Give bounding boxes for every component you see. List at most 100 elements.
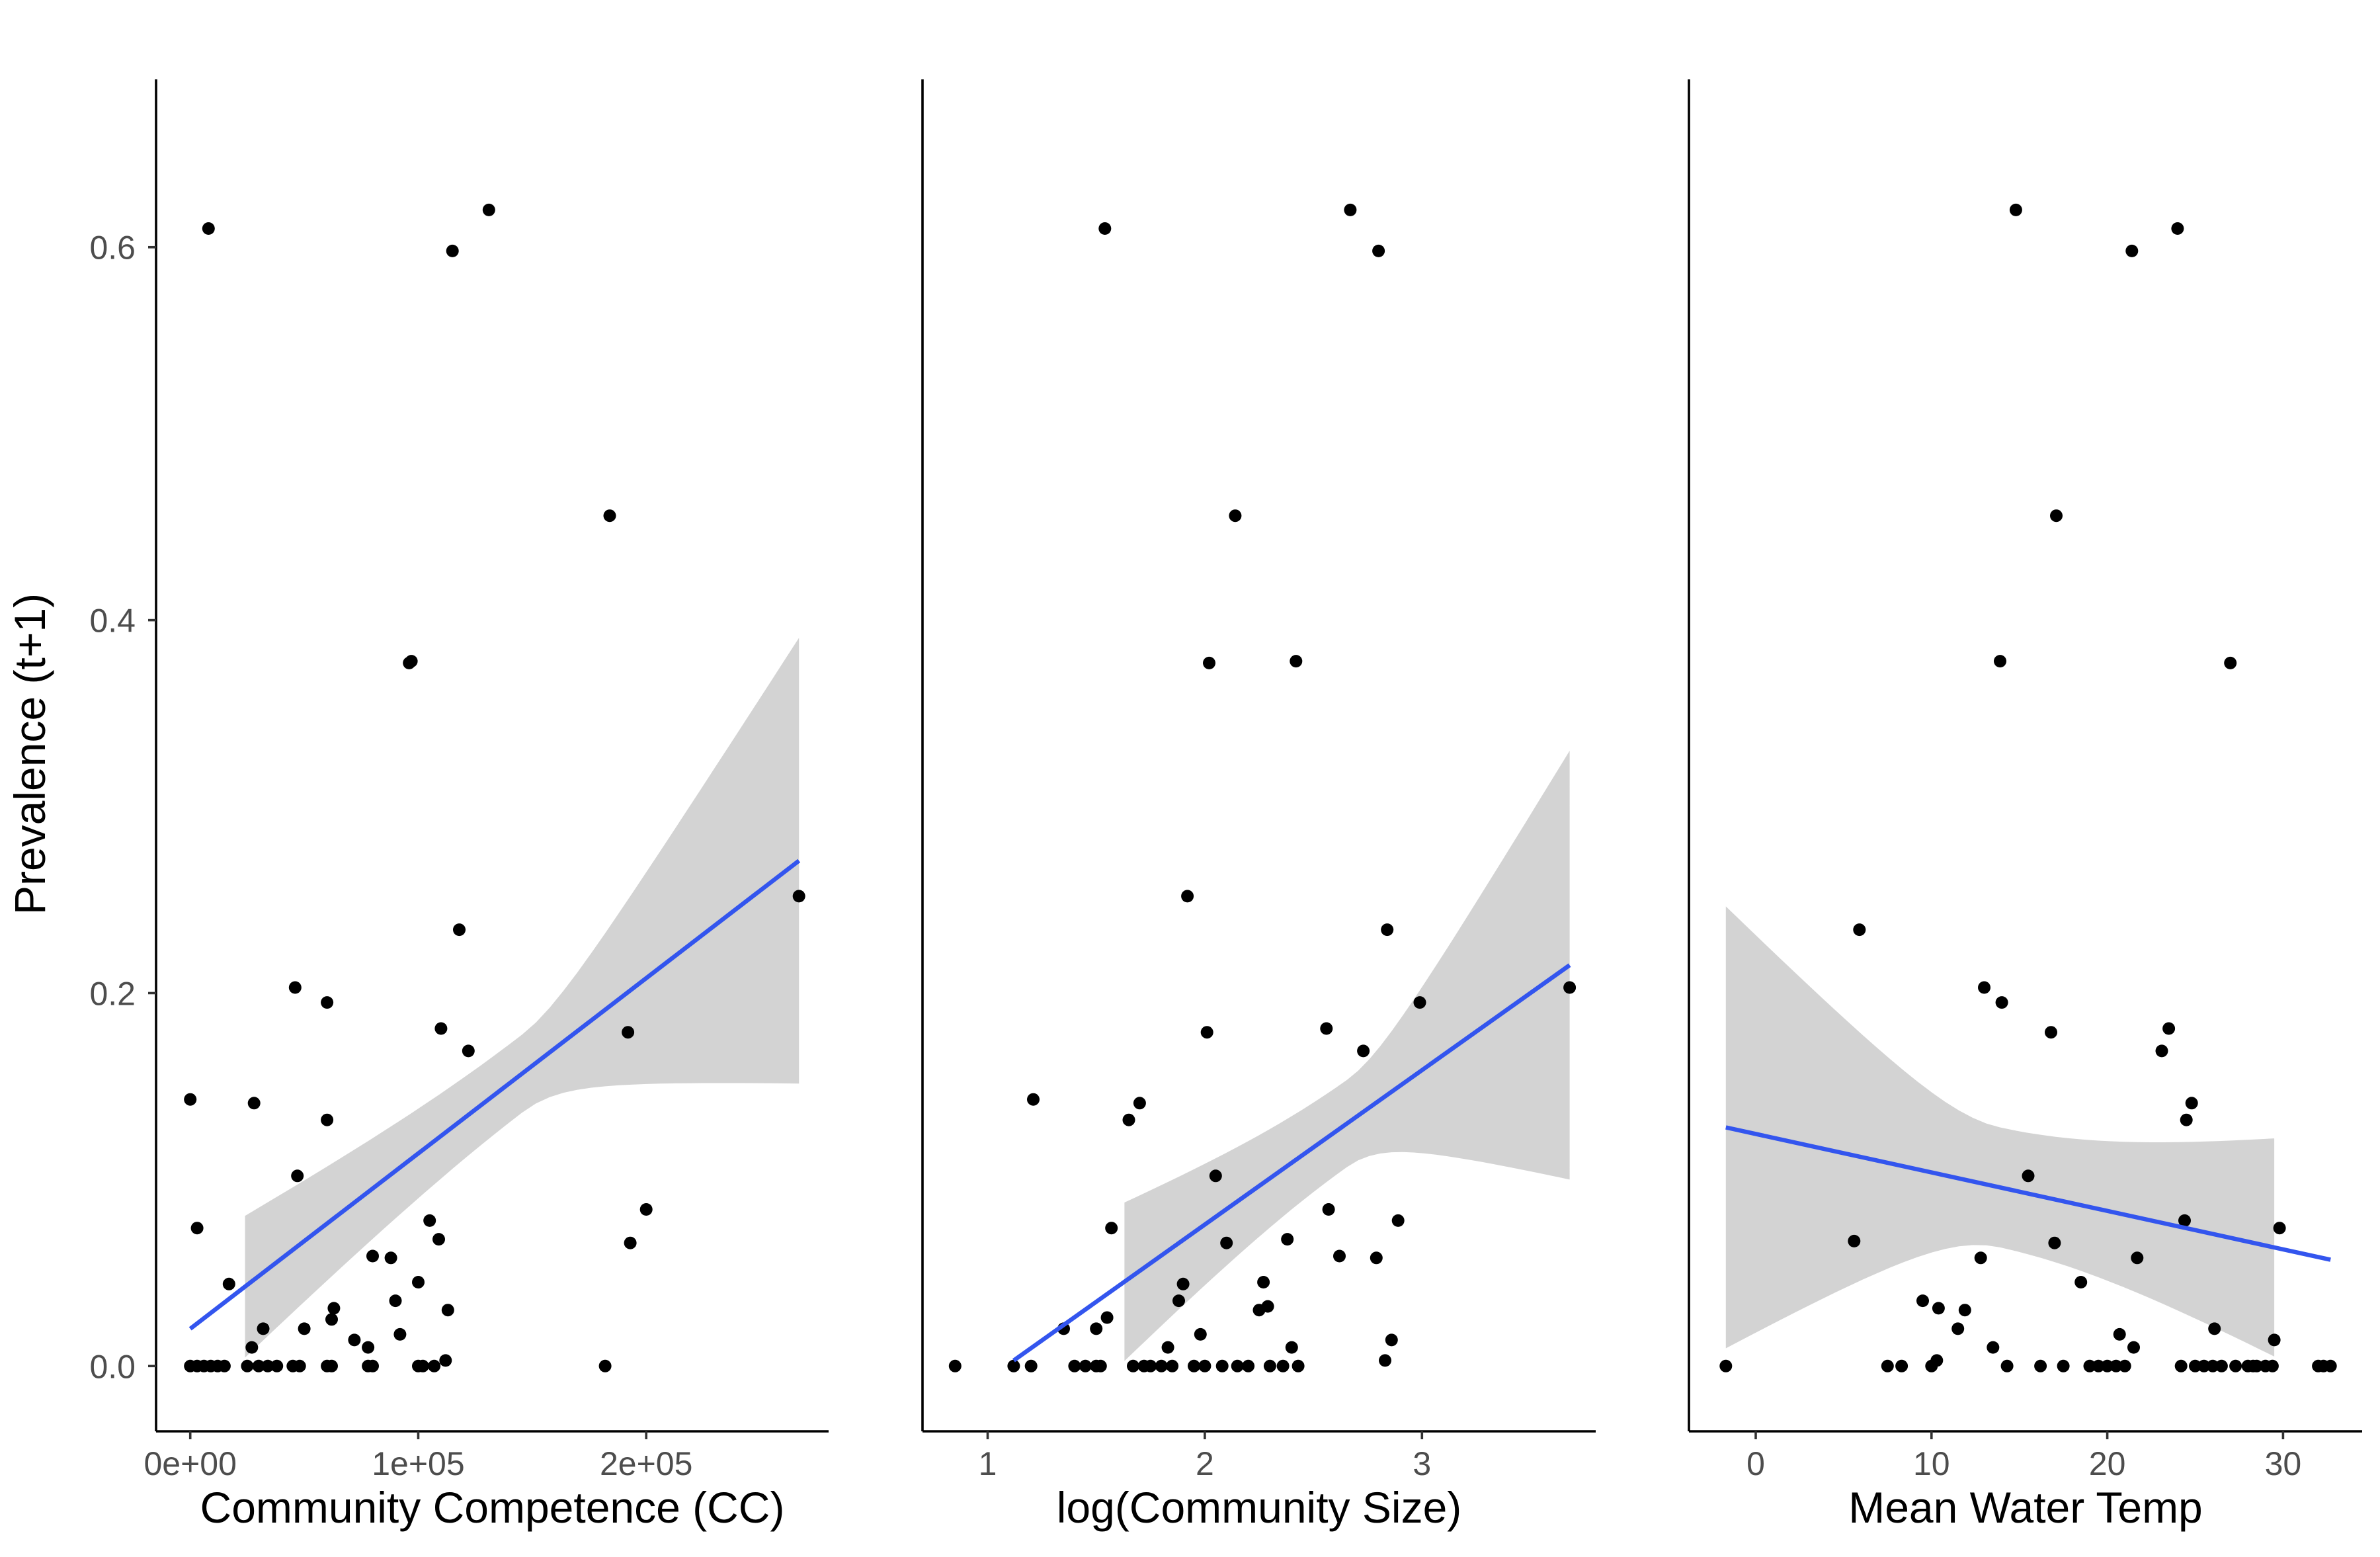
data-point: [1292, 1359, 1305, 1372]
data-point: [1978, 981, 1990, 994]
data-point: [2215, 1359, 2228, 1372]
data-point: [624, 1236, 637, 1249]
data-point: [1188, 1359, 1200, 1372]
data-point: [441, 1304, 454, 1317]
data-point: [1895, 1359, 1908, 1372]
x-tick-label: 0: [1746, 1445, 1765, 1482]
data-point: [2155, 1044, 2168, 1058]
data-point: [1413, 996, 1426, 1009]
data-point: [428, 1359, 441, 1372]
data-point: [1719, 1359, 1733, 1372]
data-point: [2324, 1359, 2337, 1372]
data-point: [1181, 890, 1194, 903]
panel-mean-water-temp: 0 10 20 30 Mean Water Temp: [1688, 79, 2362, 1532]
data-point: [432, 1233, 445, 1246]
data-point: [1285, 1341, 1298, 1354]
x-tick-label: 10: [1913, 1445, 1950, 1482]
data-point: [405, 655, 418, 668]
data-point: [2009, 203, 2022, 216]
data-point: [439, 1354, 452, 1367]
data-point: [2206, 1359, 2219, 1372]
x-axis-title: Mean Water Temp: [1848, 1483, 2203, 1532]
data-point: [1094, 1359, 1107, 1372]
data-point: [2224, 656, 2237, 669]
data-point: [2118, 1359, 2131, 1372]
data-point: [293, 1359, 306, 1372]
data-point: [270, 1359, 284, 1372]
data-point: [1881, 1359, 1894, 1372]
y-axis-title: Prevalence (t+1): [5, 593, 54, 915]
data-point: [2083, 1359, 2096, 1372]
data-point: [2208, 1322, 2221, 1335]
data-point: [1372, 244, 1385, 257]
data-point: [321, 996, 334, 1009]
data-point: [2000, 1359, 2014, 1372]
data-point: [2125, 244, 2139, 257]
data-point: [2045, 1026, 2057, 1039]
x-axis-title: Community Competence (CC): [200, 1483, 785, 1532]
data-point: [327, 1302, 341, 1315]
data-point: [639, 1203, 653, 1216]
data-point: [453, 923, 466, 937]
data-point: [241, 1359, 254, 1372]
data-point: [184, 1093, 197, 1106]
x-tick-label: 1e+05: [372, 1445, 464, 1482]
data-point: [2092, 1359, 2105, 1372]
data-point: [2127, 1341, 2140, 1354]
data-point: [1229, 509, 1242, 523]
data-point: [389, 1294, 402, 1308]
data-point: [1932, 1302, 1945, 1315]
data-point: [202, 222, 215, 235]
data-point: [222, 1277, 235, 1290]
data-point: [1290, 655, 1303, 668]
data-point: [291, 1169, 304, 1183]
data-point: [2162, 1022, 2176, 1035]
data-point: [1220, 1236, 1233, 1249]
data-point: [1198, 1359, 1211, 1372]
data-point: [1853, 923, 1866, 937]
data-point: [298, 1322, 311, 1335]
data-point: [1215, 1359, 1229, 1372]
y-tick-label: 0.2: [89, 975, 136, 1012]
data-point: [1231, 1359, 1244, 1372]
data-point: [1155, 1359, 1168, 1372]
data-point: [1176, 1277, 1190, 1290]
data-point: [1209, 1169, 1222, 1183]
data-point: [1987, 1341, 2000, 1354]
data-point: [1357, 1044, 1370, 1058]
data-point: [348, 1333, 361, 1347]
data-point: [1068, 1359, 1081, 1372]
data-point: [1144, 1359, 1157, 1372]
data-point: [2171, 222, 2184, 235]
x-tick-label: 30: [2265, 1445, 2302, 1482]
regression-line: [1012, 963, 1571, 1363]
data-point: [252, 1359, 265, 1372]
data-point: [1257, 1276, 1270, 1288]
data-point: [1127, 1359, 1139, 1372]
data-point: [2189, 1359, 2201, 1372]
y-tick-label: 0.4: [89, 603, 136, 640]
x-tick-label: 2e+05: [600, 1445, 692, 1482]
y-tick-labels: 0.0 0.2 0.4 0.6: [89, 230, 136, 1386]
y-tick-label: 0.0: [89, 1348, 136, 1385]
data-point: [2273, 1222, 2286, 1235]
data-point: [2185, 1097, 2198, 1110]
data-point: [1027, 1093, 1040, 1106]
data-point: [603, 509, 616, 523]
data-point: [2131, 1251, 2144, 1265]
data-point: [948, 1359, 962, 1372]
data-point: [2113, 1327, 2126, 1341]
data-point: [1563, 981, 1577, 994]
data-point: [1333, 1249, 1346, 1263]
data-point: [1105, 1222, 1118, 1235]
data-point: [1090, 1322, 1103, 1335]
data-point: [1166, 1359, 1179, 1372]
data-point: [1161, 1341, 1174, 1354]
data-point: [366, 1249, 379, 1263]
data-point: [622, 1026, 635, 1039]
data-point: [362, 1341, 375, 1354]
data-point: [1320, 1022, 1333, 1035]
data-point: [412, 1276, 425, 1288]
data-point: [1079, 1359, 1092, 1372]
